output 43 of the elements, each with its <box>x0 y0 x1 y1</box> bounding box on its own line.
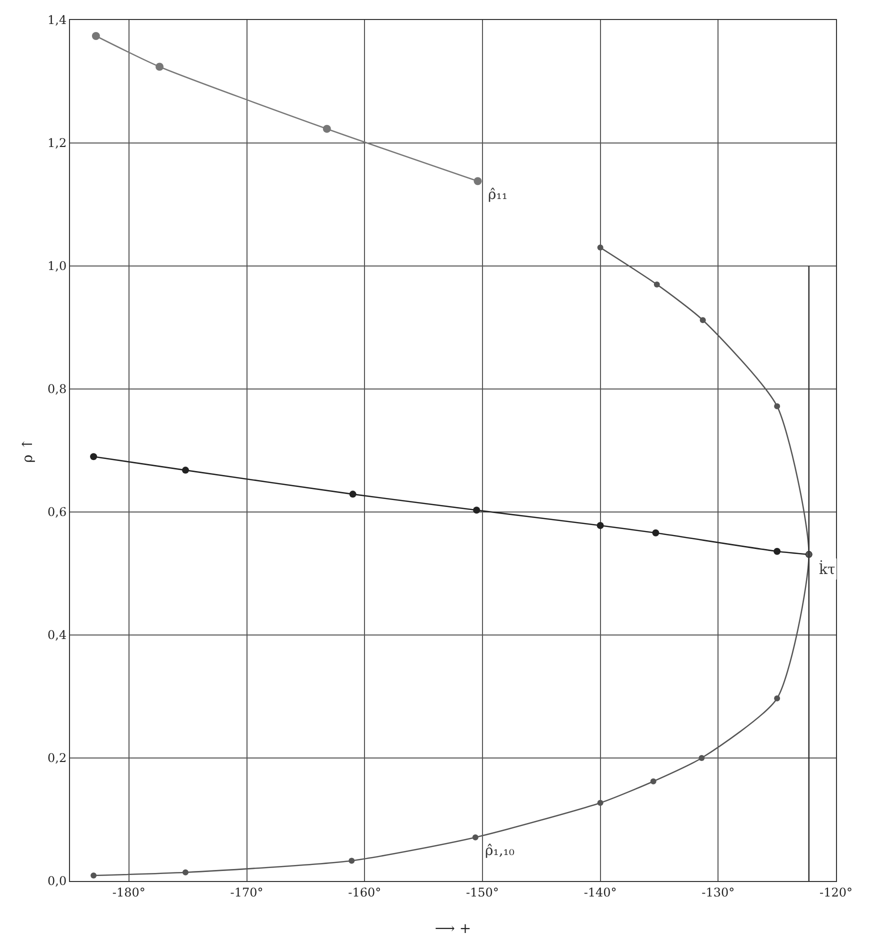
point <box>474 177 482 186</box>
point <box>349 490 356 498</box>
point <box>472 834 478 840</box>
point <box>654 281 660 288</box>
point <box>182 869 188 876</box>
point <box>156 62 164 71</box>
x-tick-label: -120° <box>820 885 852 900</box>
annotation: ρ̂₁₁ <box>488 187 508 203</box>
y-tick-label: 0,2 <box>48 751 67 766</box>
y-tick-label: 0,8 <box>48 382 67 396</box>
x-tick-label: -150° <box>466 885 499 900</box>
point <box>90 453 98 460</box>
annotation: ρ̂₁,₁₀ <box>485 843 515 859</box>
point <box>597 800 604 806</box>
point <box>700 317 706 324</box>
x-axis-title: ⟶ + <box>434 921 472 937</box>
point <box>90 872 97 878</box>
point <box>774 403 780 410</box>
point <box>182 466 189 474</box>
y-tick-label: 0,6 <box>48 505 67 520</box>
point <box>652 529 660 536</box>
point <box>473 506 480 514</box>
point <box>650 778 656 784</box>
point <box>597 244 604 251</box>
x-tick-label: -130° <box>702 885 735 900</box>
x-tick-label: -140° <box>584 885 617 900</box>
y-tick-label: 1,4 <box>48 13 67 28</box>
point <box>596 522 604 530</box>
point <box>92 32 100 40</box>
y-axis-title: ρ ↑ <box>20 438 36 463</box>
point <box>348 858 355 864</box>
x-tick-label: -160° <box>348 885 382 900</box>
y-tick-label: 1,2 <box>48 136 67 150</box>
annotation: k̇τ <box>819 560 836 578</box>
point <box>698 755 705 761</box>
point <box>774 695 780 702</box>
x-tick-label: -180° <box>112 885 146 900</box>
point <box>774 548 781 555</box>
y-tick-label: 0,4 <box>48 628 67 642</box>
point <box>322 124 331 133</box>
y-tick-label: 0,0 <box>48 874 67 888</box>
y-tick-label: 1,0 <box>48 259 67 274</box>
x-tick-label: -170° <box>230 885 264 900</box>
